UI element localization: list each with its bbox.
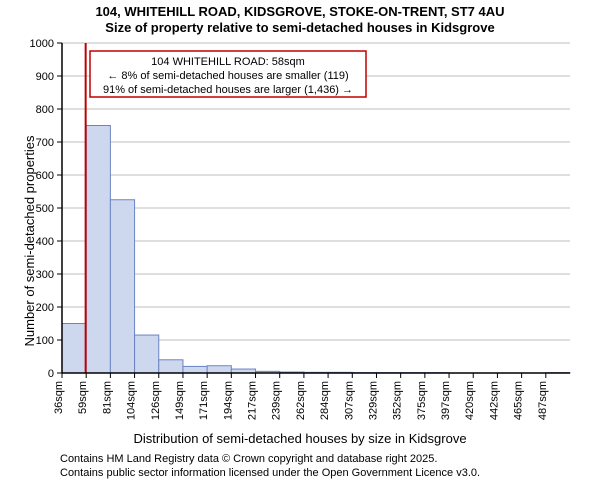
- footer-line2: Contains public sector information licen…: [60, 466, 584, 480]
- footer-line1: Contains HM Land Registry data © Crown c…: [60, 452, 584, 466]
- svg-text:465sqm: 465sqm: [513, 381, 525, 420]
- svg-text:397sqm: 397sqm: [440, 381, 452, 420]
- svg-text:329sqm: 329sqm: [367, 381, 379, 420]
- histogram-bar: [135, 335, 159, 373]
- svg-text:307sqm: 307sqm: [343, 381, 355, 420]
- svg-text:284sqm: 284sqm: [319, 381, 331, 420]
- page-title-line2: Size of property relative to semi-detach…: [0, 20, 600, 36]
- svg-text:100: 100: [36, 335, 54, 347]
- svg-text:500: 500: [36, 203, 54, 215]
- svg-text:900: 900: [36, 71, 54, 83]
- svg-text:149sqm: 149sqm: [174, 381, 186, 420]
- histogram-bar: [86, 125, 110, 373]
- histogram-bar: [62, 323, 86, 373]
- svg-text:81sqm: 81sqm: [101, 381, 113, 414]
- histogram-bar: [207, 365, 231, 372]
- svg-text:400: 400: [36, 236, 54, 248]
- page-title-line1: 104, WHITEHILL ROAD, KIDSGROVE, STOKE-ON…: [0, 4, 600, 20]
- svg-text:217sqm: 217sqm: [247, 381, 259, 420]
- svg-text:171sqm: 171sqm: [198, 381, 210, 420]
- histogram-bar: [159, 359, 183, 372]
- attribution-footer: Contains HM Land Registry data © Crown c…: [60, 452, 584, 481]
- chart-container: Number of semi-detached properties 0 100 2…: [0, 37, 600, 446]
- svg-text:59sqm: 59sqm: [77, 381, 89, 414]
- callout-line: 104 WHITEHILL ROAD: 58sqm: [151, 56, 305, 68]
- svg-text:300: 300: [36, 269, 54, 281]
- svg-text:800: 800: [36, 104, 54, 116]
- histogram-chart: 0 100 200 300 400 500 600 700 800 900 1000 36sqm 59s…: [0, 37, 600, 429]
- svg-text:262sqm: 262sqm: [295, 381, 307, 420]
- svg-text:352sqm: 352sqm: [392, 381, 404, 420]
- svg-text:700: 700: [36, 137, 54, 149]
- svg-text:239sqm: 239sqm: [271, 381, 283, 420]
- y-axis-label: Number of semi-detached properties: [22, 136, 37, 347]
- svg-text:420sqm: 420sqm: [464, 381, 476, 420]
- svg-text:104sqm: 104sqm: [126, 381, 138, 420]
- svg-text:442sqm: 442sqm: [488, 381, 500, 420]
- svg-text:126sqm: 126sqm: [150, 381, 162, 420]
- svg-text:600: 600: [36, 170, 54, 182]
- histogram-bar: [110, 199, 134, 372]
- callout-line: ← 8% of semi-detached houses are smaller…: [107, 70, 348, 82]
- callout-line: 91% of semi-detached houses are larger (…: [103, 84, 353, 96]
- svg-text:194sqm: 194sqm: [222, 381, 234, 420]
- svg-text:36sqm: 36sqm: [53, 381, 65, 414]
- svg-text:200: 200: [36, 302, 54, 314]
- svg-text:487sqm: 487sqm: [537, 381, 549, 420]
- svg-text:0: 0: [48, 368, 54, 380]
- x-axis-label: Distribution of semi-detached houses by …: [0, 431, 600, 446]
- svg-text:1000: 1000: [30, 38, 54, 50]
- svg-text:375sqm: 375sqm: [416, 381, 428, 420]
- histogram-bar: [183, 366, 207, 373]
